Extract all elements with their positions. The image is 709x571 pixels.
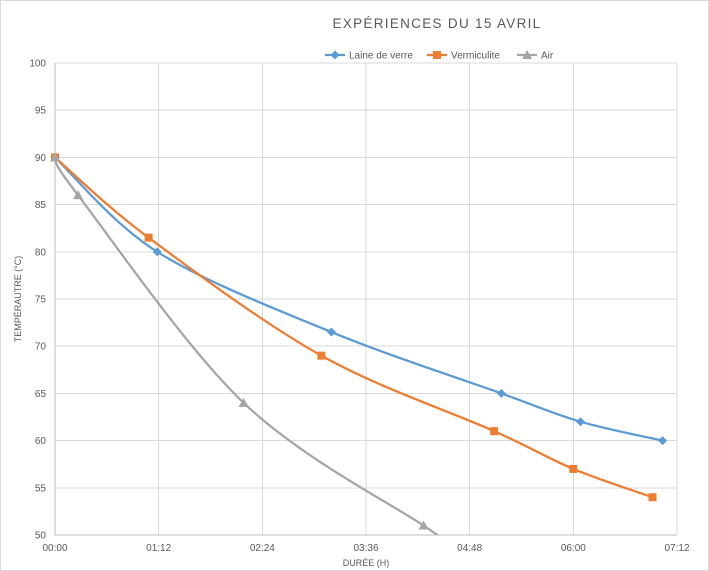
gridlines xyxy=(55,62,678,535)
y-tick-label: 75 xyxy=(35,295,47,306)
air-point xyxy=(238,397,249,407)
air-line xyxy=(55,156,440,535)
legend-swatch-marker xyxy=(433,51,441,59)
legend-item-air: Air xyxy=(517,50,554,62)
laine-de-verre-point xyxy=(152,247,162,257)
air-point xyxy=(73,190,84,200)
y-tick-label: 60 xyxy=(35,436,47,447)
x-tick-label: 02:24 xyxy=(250,543,275,554)
legend-item-vermiculite: Vermiculite xyxy=(427,51,500,62)
laine-de-verre-point xyxy=(326,327,336,337)
vermiculite-point xyxy=(648,493,657,502)
y-tick-label: 95 xyxy=(35,106,47,117)
y-tick-label: 100 xyxy=(29,59,46,70)
x-axis-title: DURÉE (H) xyxy=(343,558,390,568)
vermiculite-point xyxy=(490,427,499,436)
laine-de-verre-point xyxy=(496,388,506,398)
y-tick-label: 70 xyxy=(35,342,47,353)
x-tick-label: 04:48 xyxy=(457,543,482,554)
x-tick-label: 00:00 xyxy=(42,543,67,554)
legend-swatch-marker xyxy=(522,50,532,59)
x-tick-label: 06:00 xyxy=(561,543,586,554)
vermiculite-point xyxy=(569,464,578,473)
legend-label: Air xyxy=(541,51,554,62)
y-tick-label: 55 xyxy=(35,483,47,494)
legend-item-laine-de-verre: Laine de verre xyxy=(325,50,413,62)
series-markers xyxy=(50,152,668,530)
y-tick-label: 80 xyxy=(35,247,47,258)
y-axis-tick-labels: 50 55 60 65 70 75 80 85 90 95 100 xyxy=(29,59,46,542)
y-tick-label: 65 xyxy=(35,389,47,400)
air-point xyxy=(418,520,429,530)
y-tick-label: 85 xyxy=(35,200,47,211)
air-point xyxy=(50,152,60,162)
laine-de-verre-point xyxy=(576,417,586,427)
x-tick-label: 07:12 xyxy=(664,543,689,554)
legend-swatch-marker xyxy=(330,50,340,60)
x-tick-label: 03:36 xyxy=(353,543,378,554)
x-tick-label: 01:12 xyxy=(146,543,171,554)
axes xyxy=(54,63,677,536)
laine-de-verre-point xyxy=(658,436,668,446)
legend-label: Vermiculite xyxy=(451,51,500,62)
vermiculite-point xyxy=(317,351,326,360)
y-tick-label: 50 xyxy=(35,531,47,542)
chart-title: EXPÉRIENCES DU 15 AVRIL xyxy=(333,16,542,31)
x-axis-tick-labels: 00:00 01:12 02:24 03:36 04:48 06:00 07:12 xyxy=(42,543,689,554)
y-axis-title: TEMPÉRAUTRE (°C) xyxy=(13,256,23,343)
legend: Laine de verre Vermiculite Air xyxy=(325,50,554,62)
vermiculite-point xyxy=(144,233,153,242)
y-tick-label: 90 xyxy=(35,153,47,164)
legend-label: Laine de verre xyxy=(349,51,413,62)
